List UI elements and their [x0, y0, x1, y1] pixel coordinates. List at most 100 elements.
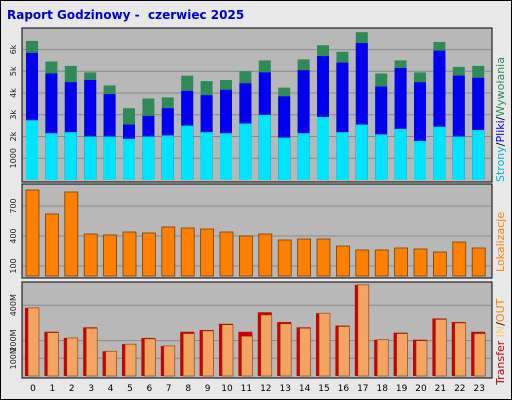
bar-out — [85, 327, 98, 377]
bar-strony — [472, 130, 485, 180]
x-tick-label: 15 — [318, 384, 329, 394]
bar-strony — [336, 132, 349, 180]
x-tick-label: 1 — [50, 384, 56, 394]
x-tick-label: 13 — [279, 384, 290, 394]
y-tick-label: 3k — [9, 110, 18, 120]
y-tick-label: 700 — [9, 198, 18, 213]
y-tick-label: 400 — [9, 228, 18, 243]
y-tick-label: 100M — [9, 347, 18, 369]
bar-strony — [394, 128, 407, 180]
bar-lokalizacje — [335, 245, 350, 277]
bar-strony — [45, 133, 58, 180]
bar-out — [415, 340, 428, 377]
bar-lokalizacje — [25, 189, 40, 277]
bar-lokalizacje — [452, 241, 467, 277]
legend-panel2: Lokalizacje — [494, 212, 507, 272]
bars-transfer — [25, 284, 486, 377]
bar-strony — [239, 123, 252, 180]
x-tick-label: 22 — [454, 384, 465, 394]
bar-out — [202, 330, 214, 377]
x-tick-label: 11 — [241, 384, 252, 394]
bar-strony — [317, 116, 329, 180]
bar-lokalizacje — [64, 191, 79, 277]
bar-out — [318, 312, 331, 377]
bar-strony — [84, 136, 97, 180]
bar-lokalizacje — [413, 248, 428, 277]
bar-lokalizacje — [83, 233, 98, 277]
x-tick-labels: 0 1 2 3 4 5 6 7 8 9 10 11 12 13 14 15 16 17 18 19 20 21 22 23 — [30, 384, 485, 394]
legend-part: Lokalizacje — [494, 212, 507, 272]
x-tick-label: 0 — [30, 384, 36, 394]
legend-panel3: Transfer IN/OUT — [494, 298, 507, 386]
x-tick-label: 9 — [205, 384, 211, 394]
x-tick-label: 14 — [299, 384, 311, 394]
y-tick-label: 2k — [9, 131, 18, 141]
bar-out — [182, 333, 195, 377]
bar-out — [47, 332, 59, 377]
bar-strony — [64, 132, 77, 180]
legend-panel1: Strony/Pliki/Wywołania — [494, 57, 507, 182]
grid-lines — [23, 49, 491, 359]
bars-lokalizacje — [25, 189, 486, 277]
bar-lokalizacje — [103, 234, 117, 277]
bar-strony — [258, 114, 271, 180]
bar-out — [241, 335, 253, 377]
bar-lokalizacje — [122, 231, 137, 277]
x-tick-label: 10 — [221, 384, 233, 394]
legend-part: OUT — [494, 298, 507, 322]
bar-out — [435, 319, 447, 377]
x-tick-label: 12 — [260, 384, 271, 394]
bar-out — [105, 350, 117, 377]
bar-strony — [433, 126, 446, 180]
legend-part: Wywołania — [494, 57, 507, 117]
bar-strony — [414, 140, 426, 180]
x-tick-label: 5 — [127, 384, 133, 394]
bar-out — [144, 338, 156, 377]
bar-out — [473, 333, 486, 377]
bar-lokalizacje — [297, 238, 312, 277]
bar-lokalizacje — [180, 227, 195, 277]
x-tick-label: 20 — [415, 384, 427, 394]
bar-lokalizacje — [432, 251, 447, 277]
x-tick-label: 7 — [166, 384, 172, 394]
bar-lokalizacje — [374, 249, 389, 277]
y-tick-label: 100 — [9, 258, 18, 273]
bar-lokalizacje — [141, 232, 156, 277]
x-tick-label: 4 — [108, 384, 114, 394]
bar-strony — [161, 135, 174, 180]
bar-lokalizacje — [219, 231, 234, 277]
bar-out — [299, 327, 311, 377]
bar-out — [124, 343, 137, 377]
bar-out — [279, 323, 292, 377]
bar-strony — [375, 134, 388, 180]
bar-strony — [123, 138, 135, 180]
bar-strony — [26, 120, 38, 180]
x-tick-label: 8 — [185, 384, 191, 394]
bar-out — [27, 307, 40, 377]
bar-out — [396, 333, 408, 377]
y-tick-label: 6k — [9, 44, 18, 54]
bar-out — [66, 337, 79, 377]
bar-lokalizacje — [394, 247, 409, 277]
bar-strony — [181, 125, 194, 180]
legend-part: Pliki — [494, 120, 507, 142]
bar-lokalizacje — [200, 228, 215, 277]
bar-strony — [278, 137, 291, 180]
x-tick-label: 17 — [357, 384, 368, 394]
x-tick-label: 21 — [435, 384, 446, 394]
bar-lokalizacje — [355, 249, 370, 277]
x-tick-label: 23 — [473, 384, 484, 394]
bar-lokalizacje — [316, 238, 331, 277]
legend-part: / — [494, 116, 507, 120]
y-tick-label: 200M — [9, 329, 18, 351]
legend-part: Strony — [494, 146, 507, 182]
legend-part: Transfer — [494, 340, 507, 386]
legend-part: / — [494, 142, 507, 146]
bar-lokalizacje — [45, 213, 59, 277]
y-tick-label: 5k — [9, 66, 18, 76]
bar-strony — [355, 124, 368, 180]
panel-strony-bg — [21, 27, 493, 183]
y-tick-label: 4k — [9, 88, 18, 98]
bar-out — [454, 322, 467, 377]
